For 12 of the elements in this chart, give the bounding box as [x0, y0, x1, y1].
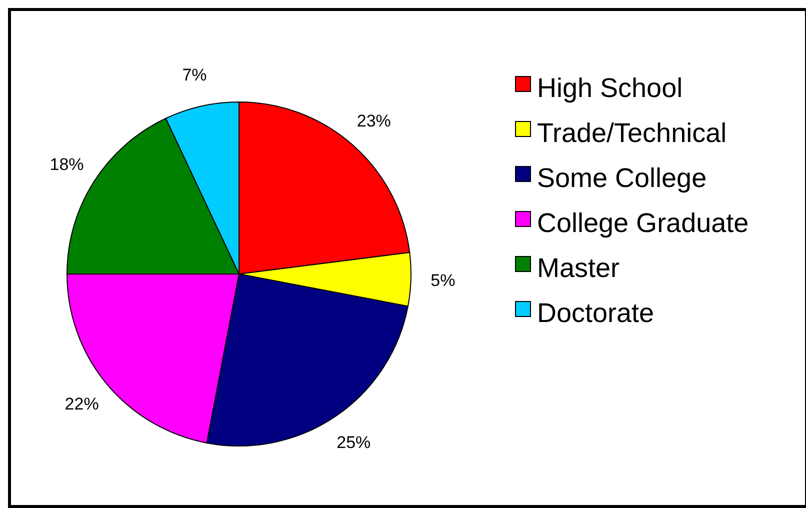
- data-label: 7%: [182, 65, 207, 84]
- data-label: 25%: [336, 433, 371, 452]
- legend-label: Some College: [537, 163, 707, 194]
- data-label: 18%: [50, 155, 84, 174]
- legend-label: College Graduate: [537, 208, 749, 239]
- data-label: 22%: [64, 394, 99, 414]
- data-label: 23%: [356, 111, 391, 130]
- legend-label: Master: [537, 253, 620, 284]
- legend-label: Trade/Technical: [537, 118, 727, 149]
- legend-label: High School: [537, 73, 683, 104]
- legend-label: Doctorate: [537, 298, 654, 329]
- data-label: 5%: [430, 270, 456, 290]
